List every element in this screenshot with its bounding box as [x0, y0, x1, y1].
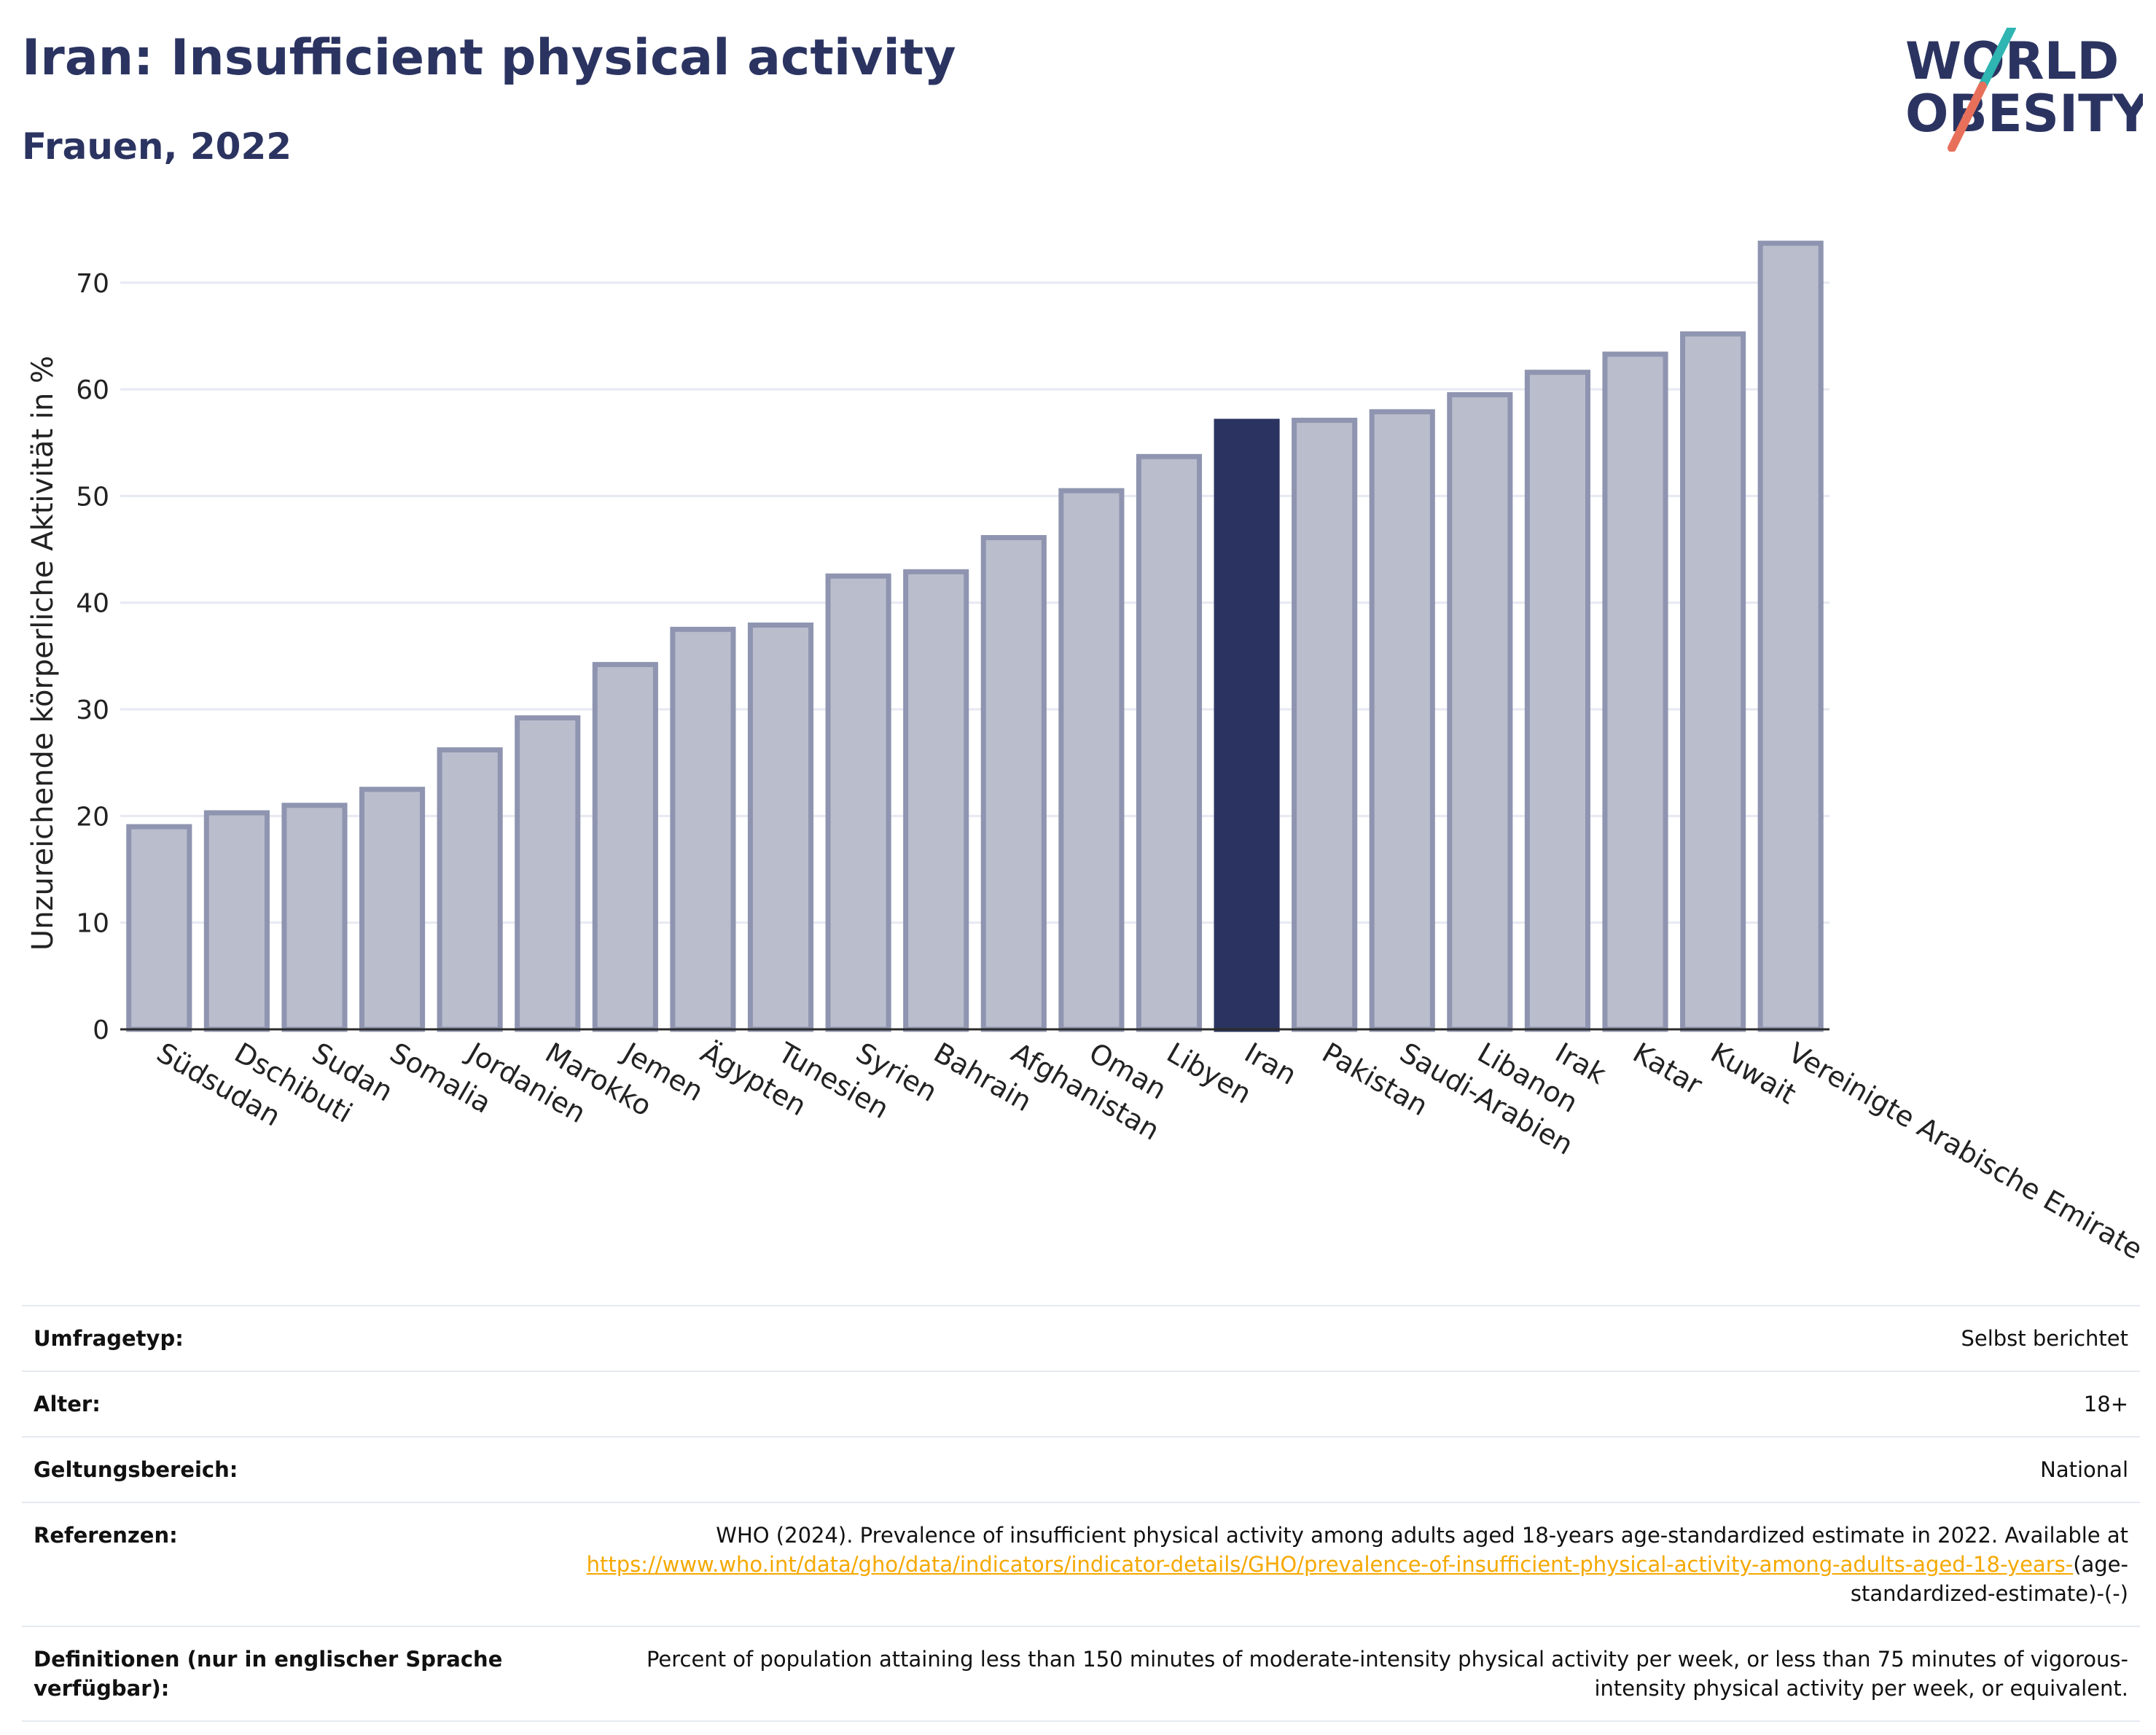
bar-vereinigte-arabische-emirate: [1757, 241, 1824, 1032]
y-axis-label: Unzureichende körperliche Aktivität in %: [26, 356, 60, 951]
bar-somalia: [359, 787, 426, 1032]
y-tick-label: 70: [76, 269, 109, 299]
y-axis-ticks: 0 10 20 30 40 50 60 70: [76, 269, 109, 1045]
x-tick-label: Kuwait: [1706, 1037, 1802, 1111]
info-label-references: Referenzen:: [34, 1523, 178, 1548]
bar-marokko: [515, 715, 581, 1032]
bar-bahrain: [903, 569, 969, 1032]
info-value-references: WHO (2024). Prevalence of insufficient p…: [558, 1502, 2140, 1626]
x-tick-label: Libyen: [1161, 1037, 1257, 1110]
page-title: Iran: Insufficient physical activity: [22, 29, 956, 87]
bar-libyen: [1136, 453, 1203, 1032]
bar-irak: [1524, 370, 1591, 1032]
y-tick-label: 20: [76, 802, 109, 832]
bar-katar: [1602, 351, 1668, 1032]
info-label-age: Alter:: [34, 1392, 101, 1416]
y-tick-label: 50: [76, 482, 109, 512]
info-row-scope: Geltungsbereich: National: [22, 1437, 2140, 1502]
bar-sudan: [281, 803, 348, 1032]
y-tick-label: 10: [76, 909, 109, 939]
info-value-scope: National: [2040, 1457, 2128, 1482]
reference-text: WHO (2024). Prevalence of insufficient p…: [716, 1523, 2128, 1548]
bar-dschibuti: [203, 810, 270, 1032]
logo-slash-coral: [1948, 82, 1987, 152]
bars: [126, 241, 1824, 1032]
bar-afghanistan: [980, 534, 1047, 1032]
logo-line2: OBESITY: [1905, 84, 2143, 144]
info-value-survey-type: Selbst berichtet: [1961, 1326, 2128, 1351]
info-row-survey-type: Umfragetyp: Selbst berichtet: [22, 1306, 2140, 1371]
bar-ägypten: [670, 626, 736, 1032]
bar-jemen: [592, 662, 658, 1032]
world-obesity-logo: WORLD OBESITY: [1905, 28, 2143, 152]
reference-link[interactable]: https://www.who.int/data/gho/data/indica…: [586, 1552, 2074, 1577]
x-tick-label: Katar: [1628, 1037, 1708, 1102]
bar-chart: 0 10 20 30 40 50 60 70 SüdsudanDschibutiSudanSo…: [26, 241, 2148, 1266]
info-label-scope: Geltungsbereich:: [34, 1457, 238, 1482]
bar-pakistan: [1292, 418, 1358, 1032]
bar-libanon: [1447, 391, 1513, 1032]
bar-südsudan: [126, 824, 192, 1032]
info-label-survey-type: Umfragetyp:: [34, 1326, 184, 1351]
y-tick-label: 30: [76, 695, 109, 725]
bar-jordanien: [437, 747, 503, 1032]
bar-syrien: [825, 573, 891, 1032]
bar-saudi-arabien: [1369, 409, 1435, 1032]
bar-iran: [1214, 418, 1280, 1032]
page-subtitle: Frauen, 2022: [22, 125, 292, 168]
info-label-definitions: Definitionen (nur in englischer Sprache …: [34, 1647, 503, 1701]
y-tick-label: 40: [76, 589, 109, 619]
info-value-age: 18+: [2083, 1392, 2128, 1416]
x-tick-label: Vereinigte Arabische Emirate: [1783, 1037, 2148, 1266]
info-row-age: Alter: 18+: [22, 1371, 2140, 1437]
bar-kuwait: [1680, 331, 1746, 1032]
x-axis-ticks: SüdsudanDschibutiSudanSomaliaJordanienMa…: [152, 1036, 2148, 1266]
reference-suffix: (age-standardized-estimate)-(-): [1850, 1552, 2128, 1606]
logo-line1: WORLD: [1905, 31, 2119, 91]
y-tick-label: 0: [93, 1015, 109, 1045]
logo-slash-teal: [1978, 28, 2016, 90]
bar-oman: [1058, 488, 1125, 1032]
y-tick-label: 60: [76, 375, 109, 405]
bar-tunesien: [747, 622, 814, 1032]
info-row-definitions: Definitionen (nur in englischer Sprache …: [22, 1626, 2140, 1721]
info-row-references: Referenzen: WHO (2024). Prevalence of in…: [22, 1502, 2140, 1626]
info-table: Umfragetyp: Selbst berichtet Alter: 18+ …: [22, 1305, 2140, 1722]
info-value-definitions: Percent of population attaining less tha…: [646, 1647, 2128, 1701]
